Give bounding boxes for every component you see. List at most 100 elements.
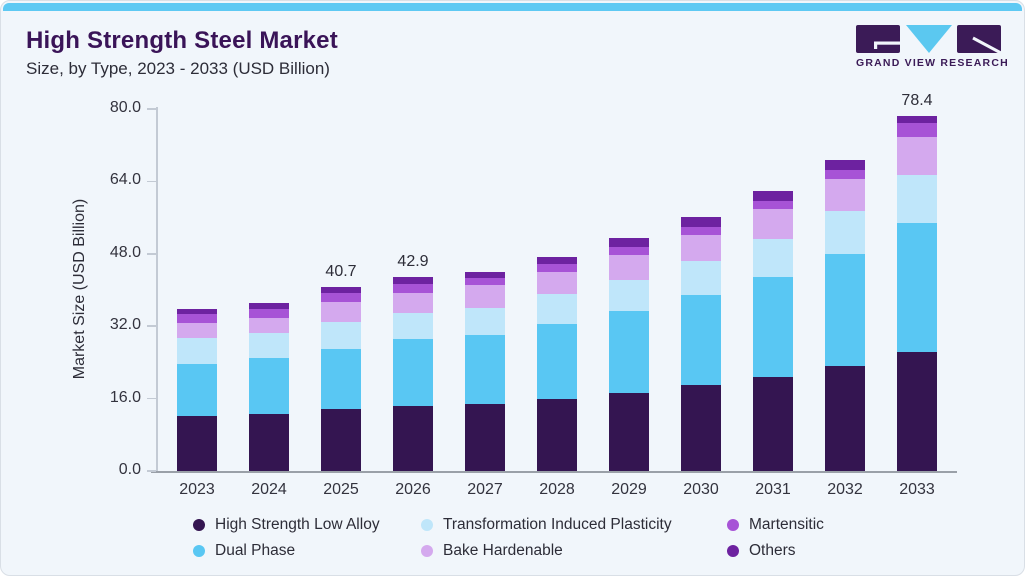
- bar-segment-bake-hardenable: [897, 137, 937, 176]
- legend-label: Transformation Induced Plasticity: [443, 516, 672, 533]
- bar-segment-others: [321, 286, 361, 294]
- bar-segment-transformation-induced-plasticity: [393, 313, 433, 339]
- legend-dot-icon: [193, 519, 205, 531]
- bar-segment-bake-hardenable: [177, 323, 217, 339]
- bar-segment-martensitic: [393, 283, 433, 294]
- bar-segment-transformation-induced-plasticity: [177, 338, 217, 365]
- y-tick-mark: [147, 180, 156, 183]
- bar-segment-bake-hardenable: [249, 318, 289, 333]
- bar-segment-others: [177, 309, 217, 315]
- bar-segment-transformation-induced-plasticity: [825, 211, 865, 255]
- legend-column: Transformation Induced Plasticity Bake Ha…: [421, 512, 672, 564]
- legend-label: Dual Phase: [215, 542, 296, 559]
- y-tick-label: 48.0: [109, 243, 141, 261]
- y-tick-mark: [147, 397, 156, 400]
- bar-segment-dual-phase: [465, 335, 505, 405]
- y-tick-label: 0.0: [118, 461, 141, 478]
- chart-legend: High Strength Low Alloy Dual Phase Transfo…: [1, 512, 1024, 567]
- bar-segment-high-strength-low-alloy: [825, 366, 865, 471]
- bar-segment-bake-hardenable: [321, 301, 361, 322]
- bar-segment-martensitic: [321, 293, 361, 302]
- legend-dot-icon: [727, 545, 739, 557]
- bar-segment-others: [681, 217, 721, 227]
- bar-segment-dual-phase: [177, 364, 217, 417]
- legend-dot-icon: [421, 519, 433, 531]
- bar-segment-others: [897, 116, 937, 124]
- bar-segment-transformation-induced-plasticity: [897, 175, 937, 224]
- x-axis-line: [151, 471, 957, 473]
- bar-segment-others: [537, 256, 577, 264]
- legend-label: Martensitic: [749, 516, 824, 533]
- legend-dot-icon: [727, 519, 739, 531]
- gvr-logo-icon: [856, 25, 1002, 55]
- bar-segment-high-strength-low-alloy: [753, 377, 793, 471]
- x-tick-label: 2031: [755, 481, 791, 498]
- bar-segment-bake-hardenable: [537, 271, 577, 295]
- y-tick-label: 32.0: [109, 316, 141, 334]
- top-accent-bar: [3, 3, 1022, 11]
- bar-segment-martensitic: [681, 226, 721, 235]
- bar-segment-bake-hardenable: [393, 293, 433, 314]
- bar-segment-bake-hardenable: [825, 179, 865, 212]
- bar-segment-high-strength-low-alloy: [249, 413, 289, 471]
- legend-item-martensitic: Martensitic: [727, 512, 824, 538]
- bar-segment-dual-phase: [249, 357, 289, 414]
- bar-segment-transformation-induced-plasticity: [537, 294, 577, 324]
- bar-segment-others: [825, 160, 865, 171]
- bar-segment-high-strength-low-alloy: [609, 393, 649, 471]
- y-axis-title: Market Size (USD Billion): [71, 198, 88, 380]
- bar-segment-others: [753, 191, 793, 202]
- bar-segment-martensitic: [465, 277, 505, 286]
- legend-column: High Strength Low Alloy Dual Phase: [193, 512, 380, 564]
- bar-segment-dual-phase: [537, 323, 577, 400]
- bar-segment-dual-phase: [609, 311, 649, 394]
- x-tick-label: 2033: [899, 481, 935, 498]
- x-tick-label: 2026: [395, 481, 431, 498]
- bar-segment-high-strength-low-alloy: [465, 404, 505, 471]
- bar-segment-high-strength-low-alloy: [537, 399, 577, 471]
- bar-segment-others: [249, 303, 289, 309]
- bar-segment-martensitic: [177, 314, 217, 324]
- x-tick-label: 2030: [683, 481, 719, 498]
- legend-dot-icon: [193, 545, 205, 557]
- bar-segment-transformation-induced-plasticity: [681, 261, 721, 295]
- bar-segment-others: [393, 276, 433, 284]
- bar-segment-martensitic: [753, 201, 793, 210]
- y-axis-line: [156, 107, 158, 472]
- bar-total-label: 42.9: [397, 252, 429, 270]
- bar-segment-others: [609, 238, 649, 247]
- y-tick-label: 64.0: [109, 171, 141, 189]
- bar-segment-transformation-induced-plasticity: [609, 280, 649, 312]
- y-tick-mark: [147, 470, 156, 472]
- legend-label: Bake Hardenable: [443, 542, 563, 559]
- gvr-logo-wordmark: GRAND VIEW RESEARCH: [856, 57, 1009, 69]
- legend-item-high-strength-low-alloy: High Strength Low Alloy: [193, 512, 380, 538]
- bar-segment-dual-phase: [897, 223, 937, 352]
- bar-segment-transformation-induced-plasticity: [465, 308, 505, 336]
- y-tick-mark: [147, 325, 156, 327]
- bar-segment-high-strength-low-alloy: [393, 406, 433, 471]
- x-tick-label: 2028: [539, 481, 575, 498]
- bar-segment-martensitic: [249, 309, 289, 319]
- bar-segment-martensitic: [897, 123, 937, 138]
- y-tick-mark: [147, 253, 156, 255]
- bar-segment-high-strength-low-alloy: [897, 351, 937, 471]
- x-tick-label: 2023: [179, 481, 215, 498]
- legend-item-others: Others: [727, 538, 824, 564]
- x-tick-label: 2027: [467, 481, 503, 498]
- bar-segment-high-strength-low-alloy: [321, 409, 361, 471]
- bar-segment-dual-phase: [753, 277, 793, 378]
- bar-segment-transformation-induced-plasticity: [321, 321, 361, 349]
- bar-segment-high-strength-low-alloy: [177, 416, 217, 471]
- legend-label: High Strength Low Alloy: [215, 516, 380, 533]
- bar-segment-transformation-induced-plasticity: [249, 332, 289, 358]
- y-tick-label: 16.0: [109, 388, 141, 406]
- legend-dot-icon: [421, 545, 433, 557]
- bar-segment-transformation-induced-plasticity: [753, 239, 793, 278]
- bar-segment-dual-phase: [681, 294, 721, 386]
- bar-segment-bake-hardenable: [609, 254, 649, 281]
- x-tick-label: 2032: [827, 481, 863, 498]
- bar-segment-dual-phase: [321, 348, 361, 409]
- bar-segment-bake-hardenable: [753, 209, 793, 240]
